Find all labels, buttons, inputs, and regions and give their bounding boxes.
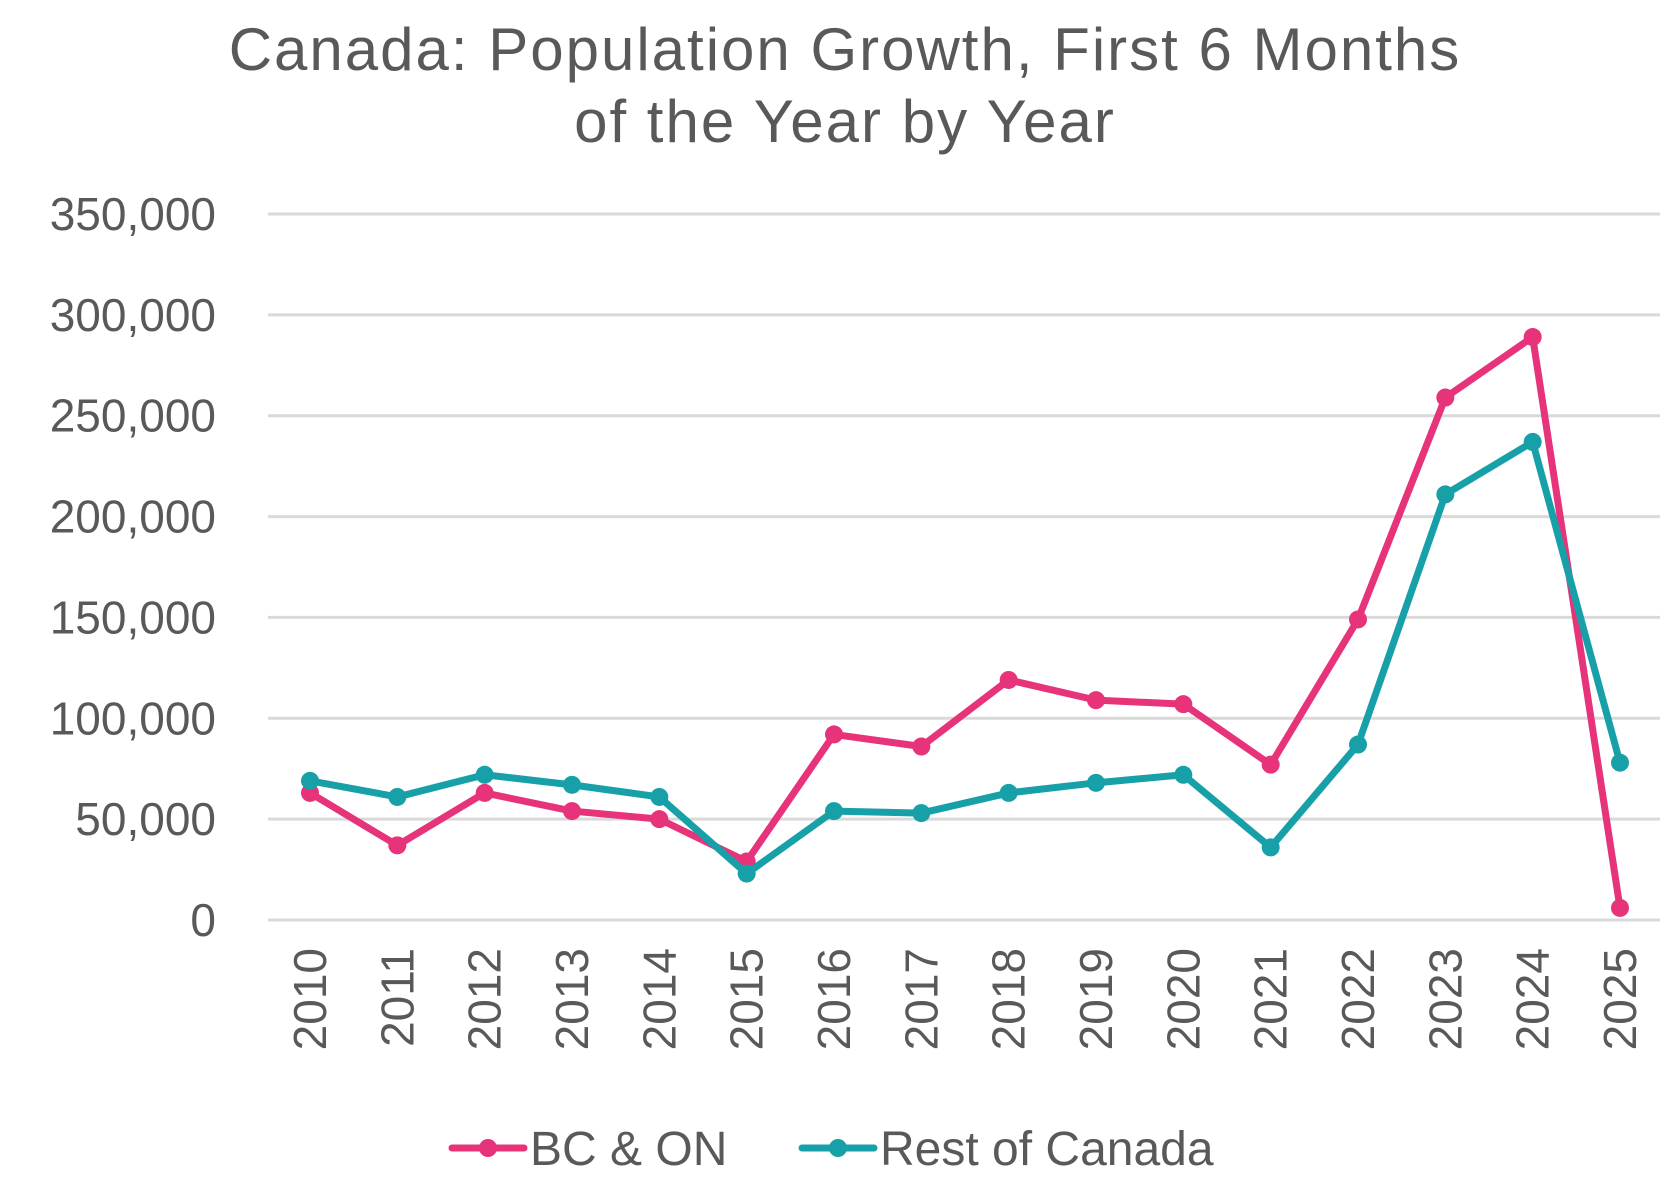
x-tick-label: 2022 xyxy=(1332,948,1384,1050)
data-point xyxy=(999,670,1018,689)
x-tick-label: 2023 xyxy=(1419,948,1471,1050)
y-axis-tick-labels: 0 50,000 100,000 150,000 200,000 250,000 300,0… xyxy=(50,188,216,946)
data-point xyxy=(1611,898,1629,917)
data-point xyxy=(301,771,319,790)
data-point xyxy=(563,775,581,794)
data-point xyxy=(650,810,669,829)
data-point xyxy=(1261,755,1280,774)
x-tick-label: 2011 xyxy=(371,948,423,1047)
chart-title-line-1: Canada: Population Growth, First 6 Month… xyxy=(229,16,1462,83)
x-tick-label: 2010 xyxy=(284,948,336,1050)
x-tick-label: 2018 xyxy=(983,948,1035,1050)
data-point xyxy=(912,804,931,823)
chart-title-line-2: of the Year by Year xyxy=(574,88,1116,155)
y-tick-label: 300,000 xyxy=(50,289,216,341)
data-point xyxy=(1349,610,1367,629)
y-tick-label: 100,000 xyxy=(50,692,216,744)
data-point xyxy=(1523,328,1542,347)
chart-title: Canada: Population Growth, First 6 Month… xyxy=(229,16,1462,155)
series-layer xyxy=(301,328,1629,917)
x-tick-label: 2015 xyxy=(721,948,773,1050)
data-point xyxy=(1611,753,1629,772)
gridlines xyxy=(268,212,1660,922)
data-point xyxy=(1174,695,1193,714)
data-point xyxy=(825,725,843,744)
data-point xyxy=(475,783,494,802)
series-rest-of-canada xyxy=(301,432,1629,883)
data-point xyxy=(1174,765,1193,784)
data-point xyxy=(650,787,669,806)
data-point xyxy=(825,802,843,821)
data-point xyxy=(1349,735,1367,754)
y-tick-label: 250,000 xyxy=(50,390,216,442)
x-tick-label: 2013 xyxy=(546,948,598,1050)
y-tick-label: 50,000 xyxy=(75,793,216,845)
legend: BC & ON Rest of Canada xyxy=(448,1123,1214,1176)
legend-marker xyxy=(829,1139,847,1157)
data-point xyxy=(388,787,407,806)
data-point xyxy=(737,864,756,883)
x-tick-label: 2012 xyxy=(459,948,511,1050)
x-axis-tick-labels: 2010 2011 2012 2013 2014 2015 2016 2017 2018 2019… xyxy=(284,948,1646,1050)
legend-marker xyxy=(479,1139,497,1157)
series-line xyxy=(306,333,1624,912)
data-point xyxy=(563,802,581,821)
legend-label: BC & ON xyxy=(530,1123,727,1176)
data-point xyxy=(475,765,494,784)
data-point xyxy=(1523,432,1542,451)
data-point xyxy=(388,836,407,855)
legend-item: Rest of Canada xyxy=(798,1123,1214,1176)
legend-item: BC & ON xyxy=(448,1123,727,1176)
x-tick-label: 2019 xyxy=(1070,948,1122,1050)
y-tick-label: 0 xyxy=(190,894,216,946)
series-bc-on xyxy=(301,328,1629,917)
data-point xyxy=(1261,838,1280,857)
x-tick-label: 2020 xyxy=(1157,948,1209,1050)
x-tick-label: 2024 xyxy=(1507,948,1559,1050)
data-point xyxy=(999,783,1018,802)
data-point xyxy=(1087,773,1105,792)
x-tick-label: 2016 xyxy=(808,948,860,1050)
y-tick-label: 350,000 xyxy=(50,188,216,240)
data-point xyxy=(1436,485,1455,504)
x-tick-label: 2021 xyxy=(1245,948,1297,1050)
x-tick-label: 2017 xyxy=(895,948,947,1050)
legend-label: Rest of Canada xyxy=(880,1123,1214,1176)
y-tick-label: 150,000 xyxy=(50,591,216,643)
data-point xyxy=(1436,388,1455,407)
data-point xyxy=(912,737,931,756)
series-line xyxy=(306,438,1624,878)
x-tick-label: 2025 xyxy=(1594,948,1646,1050)
x-tick-label: 2014 xyxy=(633,948,685,1050)
data-point xyxy=(1087,691,1105,710)
y-tick-label: 200,000 xyxy=(50,491,216,543)
